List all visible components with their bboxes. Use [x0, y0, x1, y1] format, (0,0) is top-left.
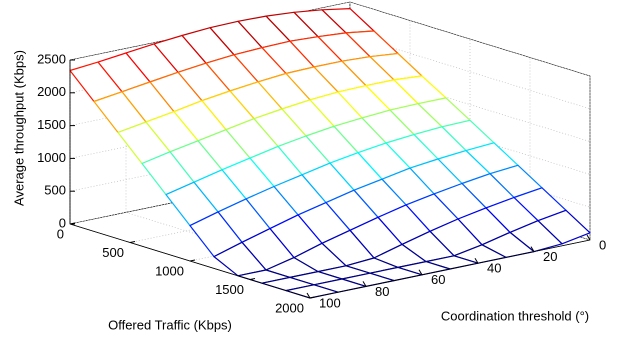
- y-tick-label: 100: [319, 295, 341, 310]
- y-tick-label: 20: [543, 249, 557, 264]
- x-tick-label: 1500: [215, 282, 244, 297]
- z-tick-label: 2500: [37, 51, 66, 66]
- y-axis-label: Coordination threshold (°): [441, 308, 589, 323]
- y-tick-label: 0: [599, 237, 606, 252]
- z-tick-label: 500: [44, 183, 66, 198]
- x-tick-label: 500: [102, 245, 124, 260]
- z-tick-label: 1500: [37, 117, 66, 132]
- axes: 0 500 1000 1500 2000 2500 0 500 1000 1500 2000 0 20 4…: [37, 51, 606, 315]
- y-tick-label: 60: [431, 272, 445, 287]
- y-tick-label: 80: [375, 284, 389, 299]
- x-tick: [129, 241, 136, 243]
- axis-line: [69, 223, 311, 299]
- z-tick-label: 1000: [37, 150, 66, 165]
- y-tick: [418, 269, 423, 276]
- y-tick: [474, 257, 479, 264]
- y-tick: [306, 292, 311, 299]
- z-tick-label: 2000: [37, 84, 66, 99]
- x-tick: [189, 259, 196, 262]
- x-tick: [249, 278, 256, 280]
- surface: [69, 8, 591, 299]
- x-tick-label: 1000: [155, 263, 184, 278]
- z-tick-label: 0: [59, 215, 66, 230]
- y-tick: [586, 234, 591, 241]
- x-tick-label: 2000: [275, 300, 304, 315]
- y-tick: [362, 281, 367, 287]
- x-tick: [69, 222, 76, 225]
- axis-line: [309, 239, 591, 299]
- y-tick-label: 40: [487, 261, 501, 276]
- z-axis-label: Average throughput (Kbps): [11, 50, 26, 206]
- y-tick: [530, 246, 535, 252]
- x-axis-label: Offered Traffic (Kbps): [108, 317, 232, 332]
- x-tick-label: 0: [57, 226, 64, 241]
